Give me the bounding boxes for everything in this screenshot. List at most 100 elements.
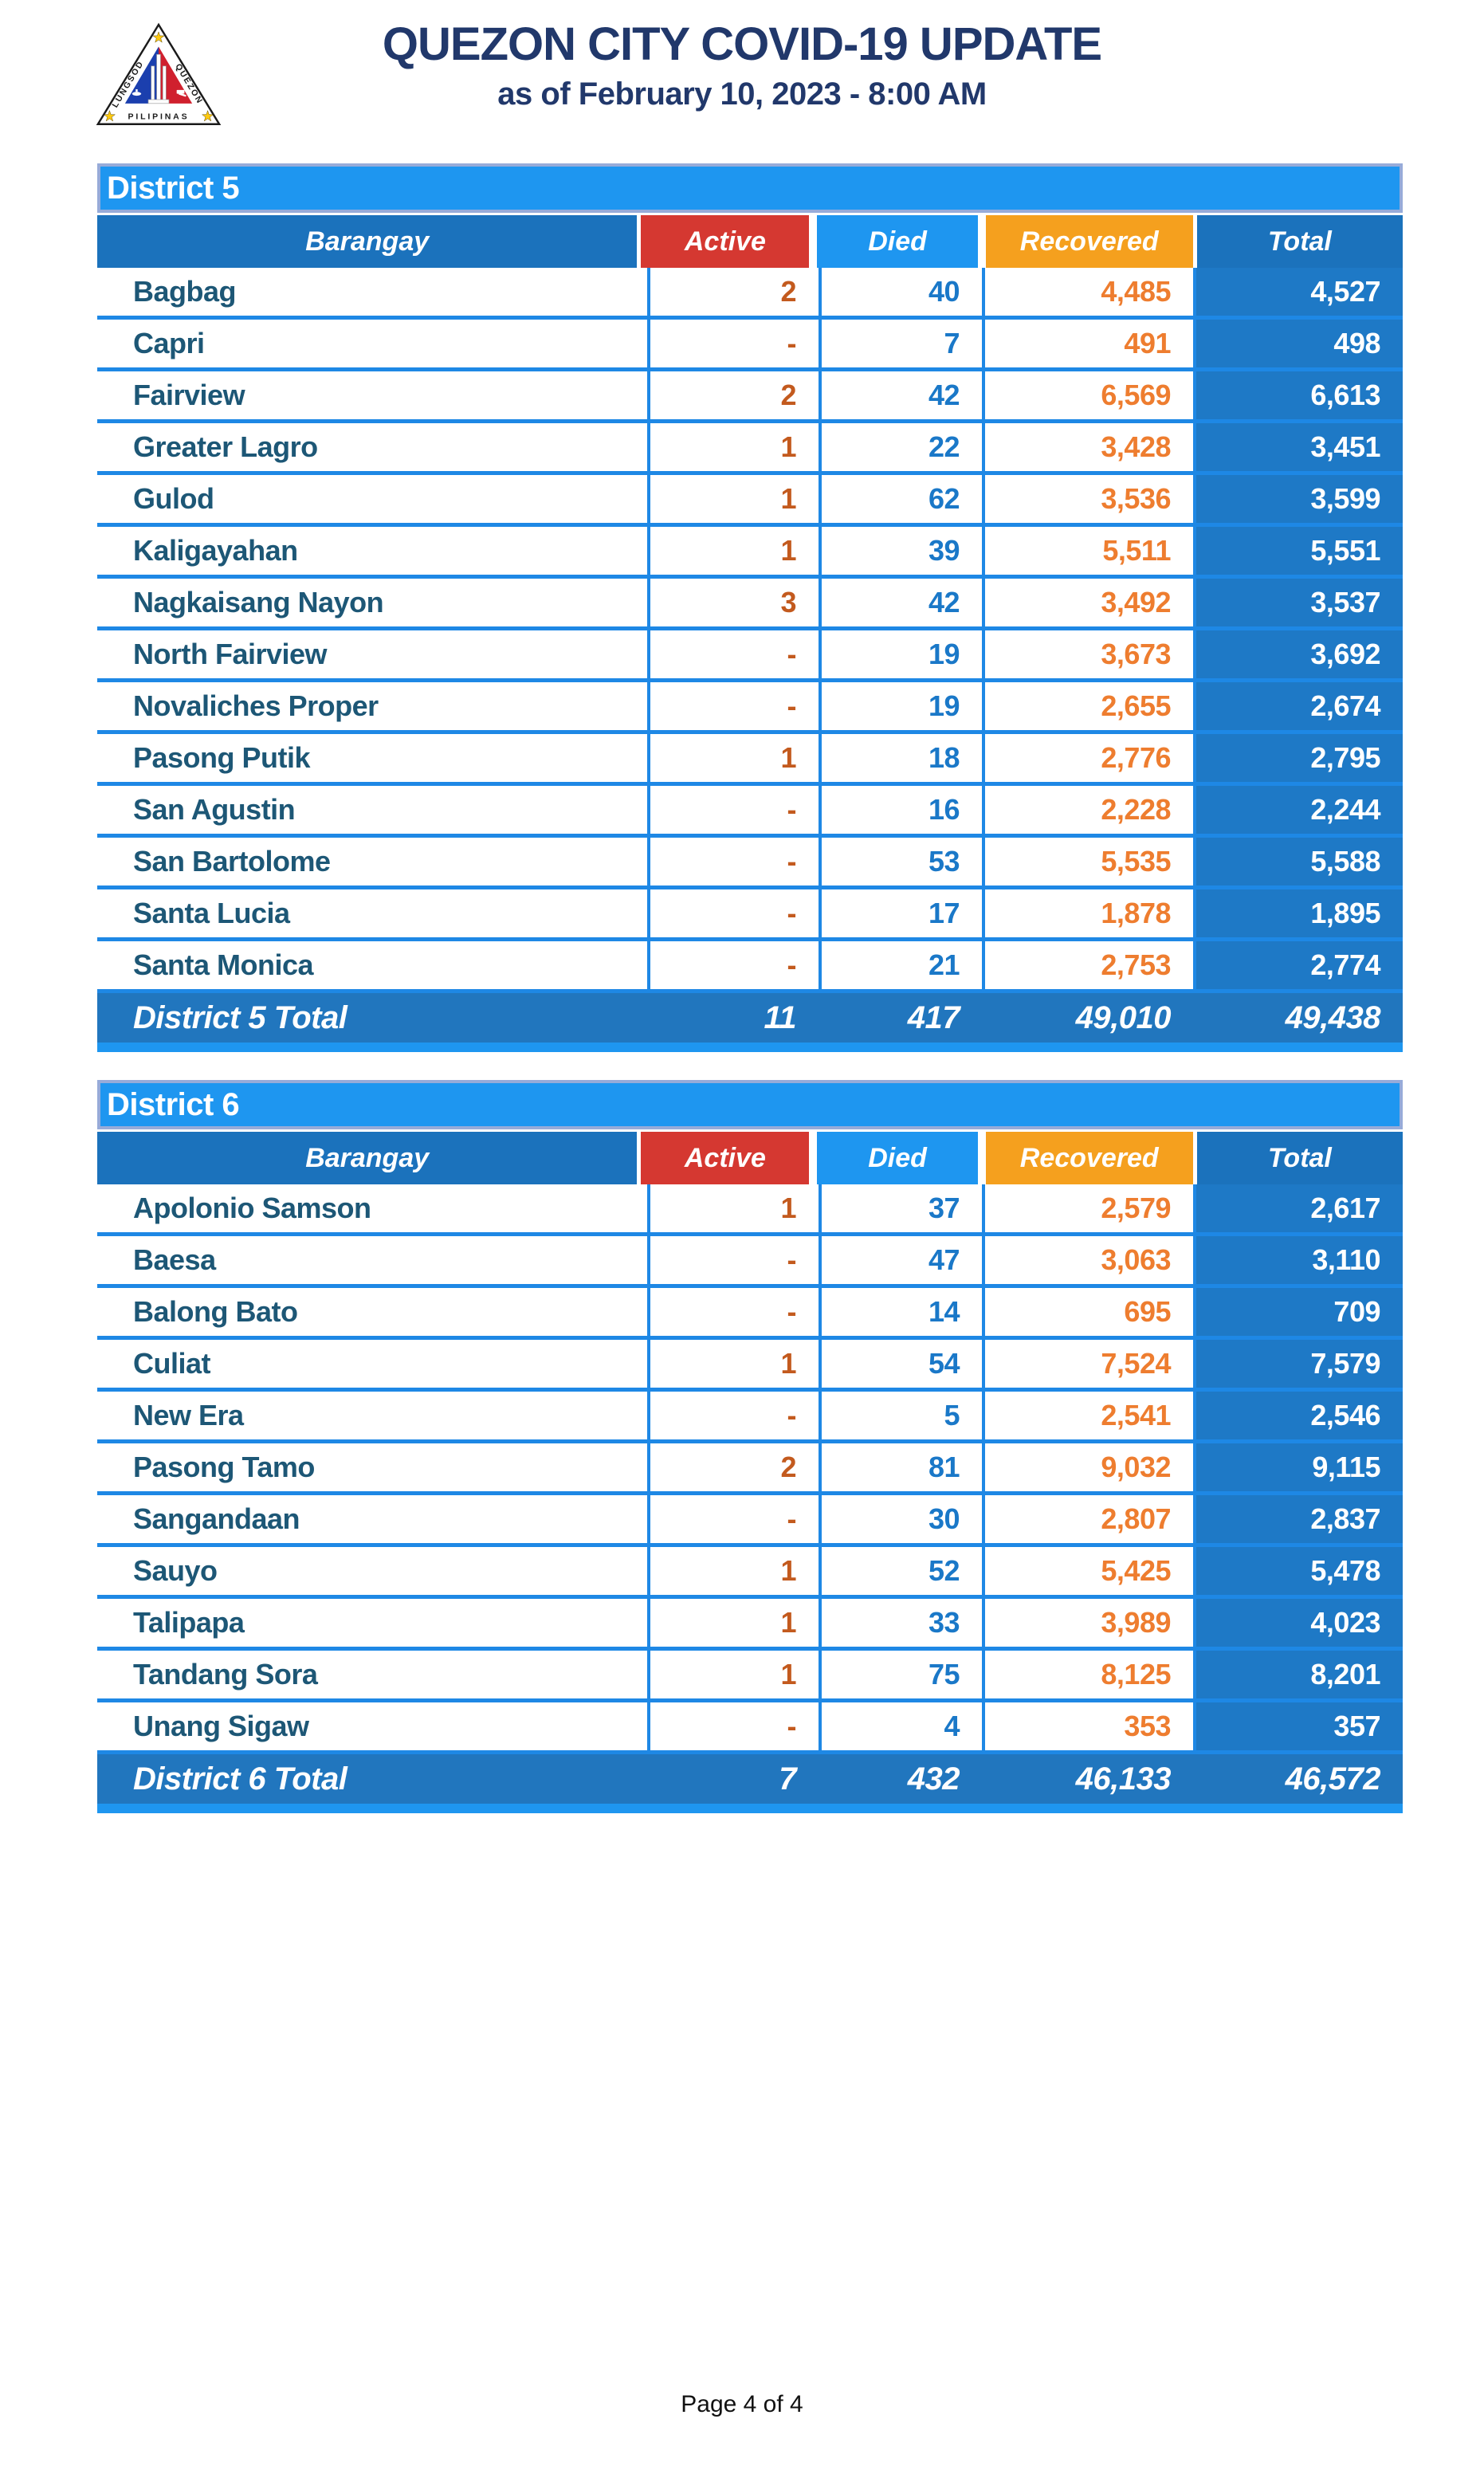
- died-value-cell: 40: [819, 268, 982, 316]
- died-value-cell: 16: [819, 786, 982, 834]
- died-value-cell: 19: [819, 682, 982, 730]
- active-value-cell: -: [647, 320, 819, 367]
- died-value-cell: 54: [819, 1340, 982, 1388]
- district-banner: District 5: [97, 163, 1403, 213]
- district-total-recovered: 46,133: [1075, 1761, 1172, 1796]
- table-row: Nagkaisang Nayon 3 42 3,492 3,537: [97, 579, 1403, 630]
- recovered-value-cell: 2,228: [982, 786, 1193, 834]
- total-value-cell: 5,588: [1193, 838, 1403, 885]
- died-value-cell: 22: [819, 423, 982, 471]
- recovered-value-cell: 5,511: [982, 527, 1193, 575]
- died-value-cell: 52: [819, 1547, 982, 1595]
- table-row: Talipapa 1 33 3,989 4,023: [97, 1599, 1403, 1651]
- died-value-cell: 30: [819, 1495, 982, 1543]
- total-value-cell: 2,837: [1193, 1495, 1403, 1543]
- table-row: San Agustin -16 2,228 2,244: [97, 786, 1403, 838]
- active-value-cell: -: [647, 682, 819, 730]
- recovered-value-cell: 353: [982, 1702, 1193, 1750]
- recovered-value-cell: 2,807: [982, 1495, 1193, 1543]
- died-value-cell: 7: [819, 320, 982, 367]
- recovered-value-cell: 1,878: [982, 889, 1193, 937]
- recovered-value-cell: 8,125: [982, 1651, 1193, 1698]
- column-header-barangay: Barangay: [97, 1132, 638, 1184]
- barangay-name-cell: Sangandaan: [133, 1502, 300, 1535]
- total-value-cell: 498: [1193, 320, 1403, 367]
- column-header-died: Died: [817, 215, 978, 268]
- active-value-cell: 2: [647, 268, 819, 316]
- table-row: Santa Monica -21 2,753 2,774: [97, 941, 1403, 993]
- died-value-cell: 21: [819, 941, 982, 989]
- total-value-cell: 6,613: [1193, 371, 1403, 419]
- active-value-cell: 1: [647, 1651, 819, 1698]
- table-row: Novaliches Proper -19 2,655 2,674: [97, 682, 1403, 734]
- barangay-name-cell: Kaligayahan: [133, 534, 298, 567]
- table-row: Pasong Putik 1 18 2,776 2,795: [97, 734, 1403, 786]
- barangay-name-cell: Balong Bato: [133, 1295, 298, 1328]
- recovered-value-cell: 3,989: [982, 1599, 1193, 1647]
- barangay-name-cell: Fairview: [133, 379, 245, 411]
- died-value-cell: 14: [819, 1288, 982, 1336]
- barangay-name-cell: Nagkaisang Nayon: [133, 586, 384, 618]
- total-value-cell: 4,527: [1193, 268, 1403, 316]
- total-value-cell: 357: [1193, 1702, 1403, 1750]
- died-value-cell: 37: [819, 1184, 982, 1232]
- barangay-name-cell: Bagbag: [133, 275, 237, 308]
- table-row: Fairview 2 42 6,569 6,613: [97, 371, 1403, 423]
- recovered-value-cell: 4,485: [982, 268, 1193, 316]
- table-row: New Era -5 2,541 2,546: [97, 1392, 1403, 1443]
- barangay-name-cell: Novaliches Proper: [133, 689, 379, 722]
- total-value-cell: 3,599: [1193, 475, 1403, 523]
- recovered-value-cell: 3,536: [982, 475, 1193, 523]
- recovered-value-cell: 3,428: [982, 423, 1193, 471]
- column-header-recovered: Recovered: [985, 1132, 1193, 1184]
- barangay-name-cell: Apolonio Samson: [133, 1192, 371, 1224]
- barangay-name-cell: Greater Lagro: [133, 430, 318, 463]
- active-value-cell: 3: [647, 579, 819, 626]
- active-value-cell: 1: [647, 1340, 819, 1388]
- table-row: Sangandaan -30 2,807 2,837: [97, 1495, 1403, 1547]
- active-value-cell: 1: [647, 527, 819, 575]
- column-header-recovered: Recovered: [985, 215, 1193, 268]
- recovered-value-cell: 695: [982, 1288, 1193, 1336]
- barangay-name-cell: Gulod: [133, 482, 214, 515]
- table-body: Bagbag 2 40 4,485 4,527 Capri -7 491 498 Fairview…: [97, 268, 1403, 993]
- barangay-name-cell: Santa Monica: [133, 948, 314, 981]
- died-value-cell: 75: [819, 1651, 982, 1698]
- total-value-cell: 709: [1193, 1288, 1403, 1336]
- table-header-row: Barangay Active Died Recovered Total: [97, 1132, 1403, 1184]
- died-value-cell: 62: [819, 475, 982, 523]
- district-total-total: 46,572: [1285, 1761, 1381, 1796]
- column-header-total: Total: [1196, 215, 1403, 268]
- died-value-cell: 42: [819, 579, 982, 626]
- recovered-value-cell: 5,425: [982, 1547, 1193, 1595]
- recovered-value-cell: 2,541: [982, 1392, 1193, 1439]
- star-icons: [103, 31, 214, 122]
- table-header-row: Barangay Active Died Recovered Total: [97, 215, 1403, 268]
- total-value-cell: 2,546: [1193, 1392, 1403, 1439]
- district-total-label: District 6 Total: [133, 1761, 347, 1796]
- recovered-value-cell: 491: [982, 320, 1193, 367]
- died-value-cell: 33: [819, 1599, 982, 1647]
- table-row: Balong Bato -14 695 709: [97, 1288, 1403, 1340]
- column-header-died: Died: [817, 1132, 978, 1184]
- quezon-city-seal-logo: LUNGSOD QUEZON PILIPINAS: [96, 22, 222, 125]
- recovered-value-cell: 9,032: [982, 1443, 1193, 1491]
- total-value-cell: 2,244: [1193, 786, 1403, 834]
- active-value-cell: 1: [647, 734, 819, 782]
- died-value-cell: 19: [819, 630, 982, 678]
- active-value-cell: -: [647, 941, 819, 989]
- total-value-cell: 5,478: [1193, 1547, 1403, 1595]
- active-value-cell: 1: [647, 423, 819, 471]
- active-value-cell: -: [647, 838, 819, 885]
- table-row: Apolonio Samson 1 37 2,579 2,617: [97, 1184, 1403, 1236]
- page-number: Page 4 of 4: [681, 2391, 803, 2417]
- active-value-cell: 2: [647, 371, 819, 419]
- total-value-cell: 3,451: [1193, 423, 1403, 471]
- died-value-cell: 18: [819, 734, 982, 782]
- barangay-name-cell: Capri: [133, 327, 205, 359]
- active-value-cell: -: [647, 1702, 819, 1750]
- district-total-total: 49,438: [1285, 999, 1381, 1035]
- died-value-cell: 17: [819, 889, 982, 937]
- table-row: Capri -7 491 498: [97, 320, 1403, 371]
- died-value-cell: 39: [819, 527, 982, 575]
